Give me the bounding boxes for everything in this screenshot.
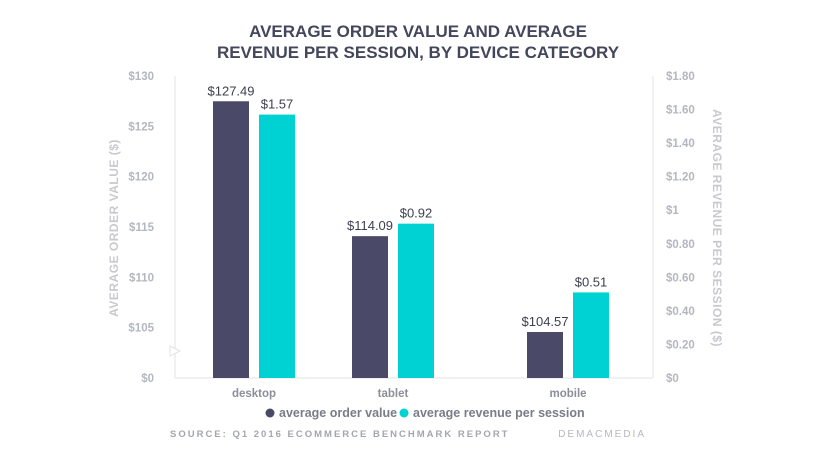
chart-title-line-1: AVERAGE ORDER VALUE AND AVERAGE (249, 22, 587, 41)
bar-revenue-per-session-tablet (398, 223, 434, 378)
left-tick-label: $105 (128, 323, 154, 335)
legend-label-order-value: average order value (279, 406, 397, 420)
source-note: SOURCE: Q1 2016 ECOMMERCE BENCHMARK REPO… (170, 429, 509, 440)
right-tick-label: $0.20 (666, 339, 695, 351)
bar-revenue-per-session-mobile (573, 292, 609, 378)
data-label: $104.57 (522, 314, 569, 329)
right-tick-label: $1 (666, 205, 679, 217)
bar-order-value-mobile (527, 331, 563, 378)
axis-break-marker (169, 345, 182, 357)
right-tick-label: $0 (666, 373, 679, 385)
category-label-desktop: desktop (232, 388, 276, 400)
legend-swatch-order-value (265, 408, 275, 418)
right-tick-label: $1.20 (666, 172, 695, 184)
left-tick-label: $115 (129, 222, 155, 234)
left-axis (169, 76, 182, 378)
right-tick-label: $1.60 (666, 105, 695, 117)
right-axis-title: AVERAGE REVENUE PER SESSION ($) (710, 109, 724, 347)
right-tick-label: $0.60 (666, 272, 695, 284)
legend-label-revenue-per-session: average revenue per session (413, 406, 585, 420)
data-label: $0.92 (400, 206, 433, 221)
data-label: $114.09 (347, 218, 393, 233)
legend-swatch-revenue-per-session (399, 408, 409, 418)
data-label: $127.49 (208, 83, 255, 98)
left-tick-label: $110 (129, 272, 154, 284)
right-tick-label: $0.80 (666, 239, 695, 251)
right-tick-label: $1.80 (666, 71, 695, 83)
left-tick-label: $120 (128, 172, 154, 184)
brand-logo: DEMACMEDIA (558, 429, 646, 440)
left-axis-title: AVERAGE ORDER VALUE ($) (107, 139, 121, 317)
right-tick-label: $0.40 (666, 306, 695, 318)
right-ticks: $0 $0.20 $0.40 $0.60 $0.80 $1 $1.20 $1.40 $1.60 $… (666, 71, 695, 385)
data-label: $0.51 (575, 274, 608, 289)
left-ticks: $0 $105 $110 $115 $120 $125 $130 (128, 71, 154, 385)
data-label: $1.57 (261, 97, 294, 112)
legend: average order value average revenue per … (265, 406, 585, 420)
left-tick-label: $125 (128, 121, 154, 133)
left-tick-label: $130 (128, 71, 154, 83)
category-label-mobile: mobile (549, 388, 586, 400)
chart-title-line-2: REVENUE PER SESSION, BY DEVICE CATEGORY (217, 43, 620, 62)
category-labels: desktop tablet mobile (232, 388, 587, 400)
bar-order-value-tablet (352, 236, 388, 378)
left-tick-label: $0 (141, 373, 154, 385)
category-label-tablet: tablet (378, 388, 409, 400)
bars: $127.49 $1.57 $114.09 $0.92 $104.57 $0.51 (208, 83, 609, 378)
bar-revenue-per-session-desktop (259, 114, 295, 378)
bar-order-value-desktop (213, 101, 249, 378)
right-tick-label: $1.40 (666, 138, 695, 150)
